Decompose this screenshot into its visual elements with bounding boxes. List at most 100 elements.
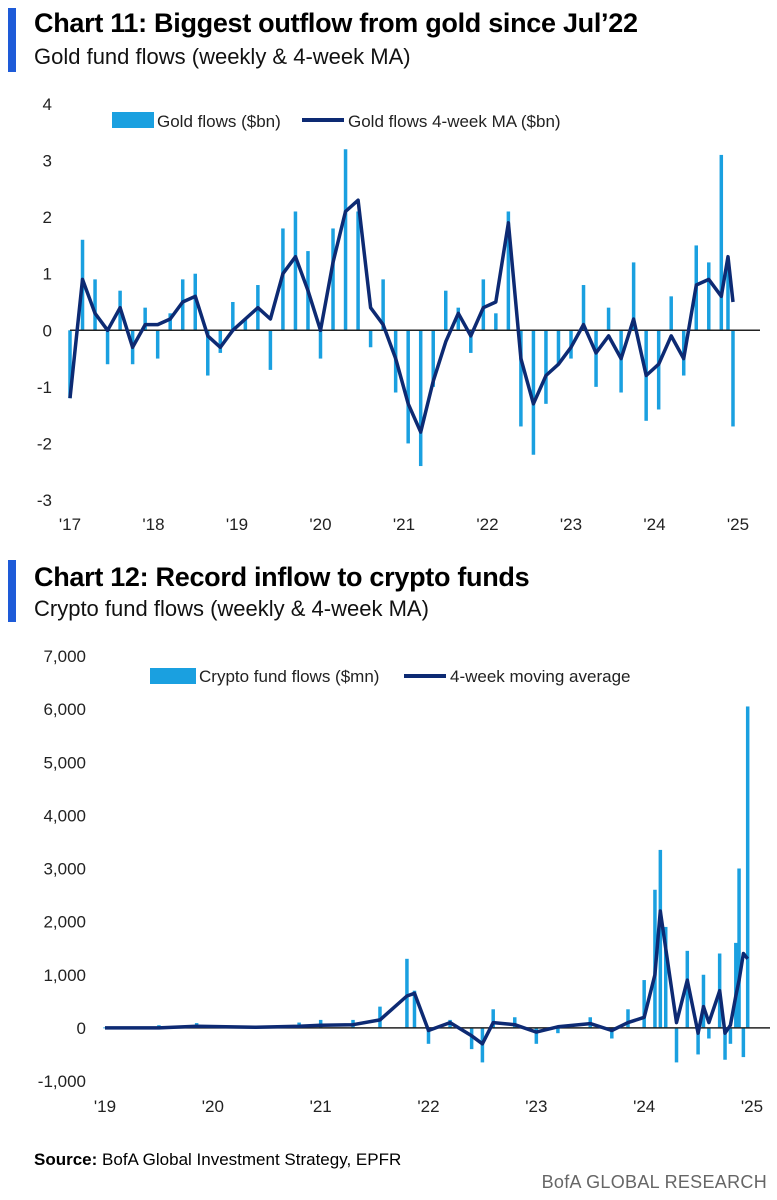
chart11-xtick-label: '25 — [727, 515, 749, 534]
chart12-bar — [626, 1009, 630, 1028]
chart12-bar — [734, 942, 738, 1028]
chart12-legend-bar-swatch — [150, 668, 196, 684]
chart12-bar — [405, 958, 409, 1028]
chart11-accent-bar — [8, 8, 16, 72]
chart11-ytick-label: -2 — [37, 434, 52, 453]
chart12-bar — [378, 1006, 382, 1028]
chart12-bar — [513, 1017, 517, 1028]
chart11-ytick-label: 3 — [43, 152, 52, 171]
chart12-bar — [728, 1027, 733, 1044]
chart11-bar — [193, 273, 197, 331]
chart12-bar — [642, 980, 646, 1028]
chart12-ytick-label: 7,000 — [43, 647, 86, 666]
chart12-marks: 7,000 6,000 5,000 4,000 3,000 2,000 1,000 0 -1,0… — [38, 647, 770, 1116]
chart11-bar — [293, 211, 298, 331]
chart11-bar — [218, 330, 223, 353]
chart11-bar — [656, 330, 661, 410]
chart12-bar — [723, 1027, 727, 1060]
chart11-subtitle: Gold fund flows (weekly & 4-week MA) — [34, 44, 411, 69]
chart11-bar — [343, 149, 348, 331]
chart12-xtick-label: '23 — [525, 1097, 547, 1116]
chart12-title: Chart 12: Record inflow to crypto funds — [34, 562, 530, 592]
chart12-ytick-label: 0 — [77, 1019, 86, 1038]
chart12-xtick-label: '21 — [310, 1097, 332, 1116]
chart12-legend: Crypto fund flows ($mn) 4-week moving av… — [150, 667, 630, 686]
chart11-bar — [206, 330, 210, 376]
chart11-bar — [68, 330, 72, 399]
chart11-plot: Gold flows ($bn) Gold flows 4-week MA ($… — [37, 95, 760, 534]
chart11-bar — [544, 330, 548, 404]
chart11-bar — [431, 330, 435, 387]
chart11-bar — [368, 330, 373, 348]
chart12-xtick-label: '25 — [741, 1097, 763, 1116]
chart11-bar — [456, 307, 461, 331]
chart11-bar — [481, 279, 486, 331]
chart11-bar — [731, 330, 735, 427]
chart12-legend-bar-label: Crypto fund flows ($mn) — [199, 667, 379, 686]
chart11-legend: Gold flows ($bn) Gold flows 4-week MA ($… — [112, 112, 561, 131]
chart11-bar — [619, 330, 623, 393]
chart11-legend-bar-swatch — [112, 112, 154, 128]
chart11-bar — [444, 290, 448, 331]
chart11-bar — [418, 330, 423, 467]
chart11-bar — [556, 330, 561, 365]
chart11-bar — [381, 279, 385, 331]
chart11-marks: 4 3 2 1 0 -1 -2 -3 '17 '18 '19 '20 '21 '22 '23 '24 '25 — [37, 95, 760, 534]
chart11-bar — [669, 296, 673, 331]
chart11-bar — [406, 330, 410, 444]
chart11-bar — [268, 330, 273, 370]
chart11-bar — [155, 330, 160, 359]
chart11-bar — [93, 279, 97, 331]
chart11-bar — [318, 330, 323, 359]
chart12-ytick-label: 2,000 — [43, 913, 86, 932]
source-note: Source: BofA Global Investment Strategy,… — [34, 1150, 401, 1170]
chart12-ma-line — [105, 909, 750, 1046]
chart11-bar — [719, 154, 724, 331]
brand-watermark: BofA GLOBAL RESEARCH — [541, 1172, 767, 1192]
chart12-ytick-label: 1,000 — [43, 966, 86, 985]
chart12-bar — [658, 849, 663, 1028]
chart11-xtick-label: '21 — [393, 515, 415, 534]
chart11-xtick-label: '20 — [309, 515, 331, 534]
chart11-bar — [506, 211, 511, 331]
chart12-bar — [737, 868, 741, 1028]
chart12-bar — [663, 926, 668, 1028]
chart12-ytick-label: 4,000 — [43, 806, 86, 825]
chart12-ytick-label: 5,000 — [43, 753, 86, 772]
chart11-ytick-label: -1 — [37, 378, 52, 397]
chart12-ytick-label: 3,000 — [43, 860, 86, 879]
chart11-bar — [143, 307, 147, 331]
chart12-bar — [426, 1027, 431, 1044]
chart11-ytick-label: 4 — [43, 95, 52, 114]
chart11-xtick-label: '17 — [59, 515, 81, 534]
chart12-bar — [745, 706, 750, 1028]
chart12-bar — [412, 990, 417, 1028]
chart11-ma-line — [68, 198, 735, 434]
chart12-bar — [674, 1027, 679, 1063]
chart11-ytick-label: 2 — [43, 208, 52, 227]
chart11-ytick-label: -3 — [37, 491, 52, 510]
chart11-title: Chart 11: Biggest outflow from gold sinc… — [34, 8, 638, 38]
chart12-xtick-label: '19 — [94, 1097, 116, 1116]
chart11-bar — [631, 262, 636, 331]
chart12-bar — [701, 974, 706, 1028]
chart12-accent-bar — [8, 560, 16, 622]
chart11-header: Chart 11: Biggest outflow from gold sinc… — [8, 0, 768, 72]
chart12-xtick-label: '20 — [202, 1097, 224, 1116]
chart11-bar — [606, 307, 611, 331]
chart12-ytick-label: 6,000 — [43, 700, 86, 719]
chart12-plot: Crypto fund flows ($mn) 4-week moving av… — [38, 647, 770, 1116]
chart11-bar — [331, 228, 335, 331]
chart11-bar — [531, 330, 536, 455]
chart12-bar — [707, 1027, 711, 1039]
chart12-bar — [556, 1027, 560, 1034]
chart11-xtick-label: '18 — [142, 515, 164, 534]
chart11-ytick-label: 1 — [43, 265, 52, 284]
chart12-ytick-label: -1,000 — [38, 1072, 86, 1091]
chart11-xtick-label: '23 — [560, 515, 582, 534]
chart12-bar — [741, 1027, 746, 1058]
chart12-header: Chart 12: Record inflow to crypto funds … — [8, 560, 768, 632]
chart11-bar — [707, 262, 711, 331]
chart11-bar — [105, 330, 110, 365]
chart12-legend-line-label: 4-week moving average — [450, 667, 630, 686]
